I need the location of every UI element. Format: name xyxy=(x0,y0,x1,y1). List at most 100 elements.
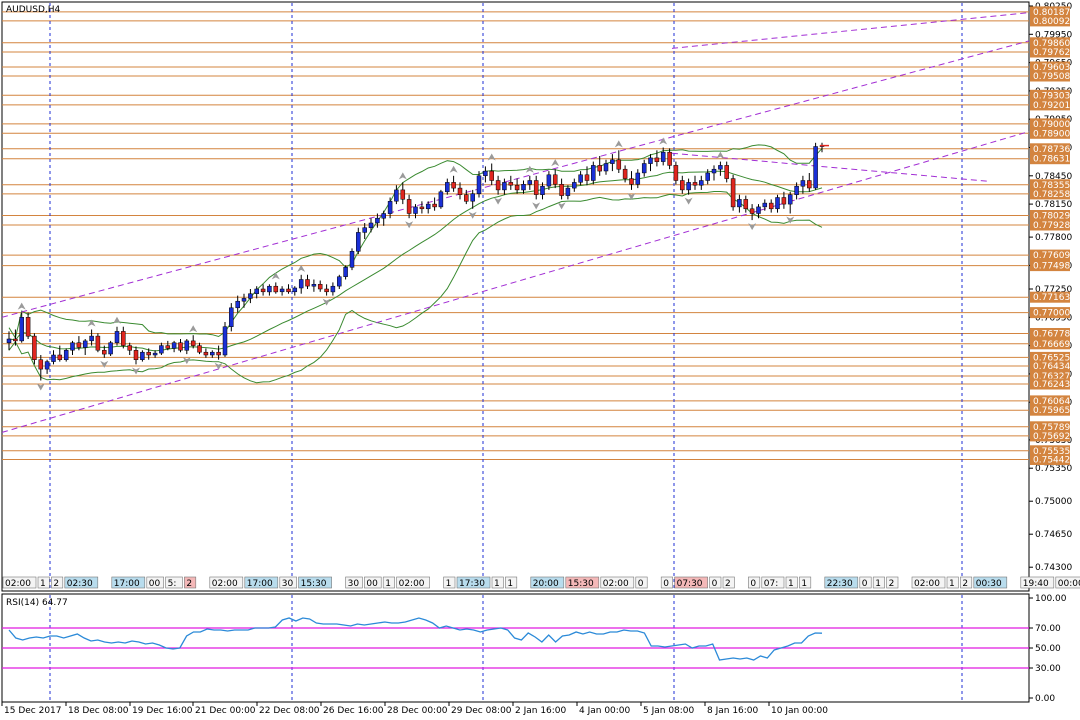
time-tick-label: 15 Dec 2017 xyxy=(4,706,62,716)
price-level-badge xyxy=(1030,118,1070,130)
candle-body xyxy=(241,298,247,302)
price-tick-label: 0.77800 xyxy=(1035,233,1072,243)
rsi-tick-label: 50.00 xyxy=(1035,644,1061,654)
event-tag xyxy=(946,576,959,589)
price-level-badge xyxy=(1030,6,1070,18)
price-level-label: 0.79000 xyxy=(1033,120,1070,130)
candle-body xyxy=(572,182,577,189)
candle-body xyxy=(591,165,596,181)
candle-body xyxy=(102,350,107,355)
price-level-label: 0.78029 xyxy=(1033,212,1070,222)
event-tag-label: 1 xyxy=(40,579,46,589)
event-tag-label: 1 xyxy=(949,579,955,589)
candle-body xyxy=(438,191,444,208)
event-tag-label: 19:40 xyxy=(1023,579,1049,589)
fractal-up-marker xyxy=(87,319,96,327)
candle-body xyxy=(794,185,799,195)
price-level-badge xyxy=(1030,99,1070,111)
candle-body xyxy=(171,342,177,349)
candle-body xyxy=(190,340,196,346)
price-level-label: 0.76243 xyxy=(1033,380,1070,390)
event-tag-label: 2 xyxy=(889,579,895,589)
candle-body xyxy=(489,170,494,181)
fractal-down-marker xyxy=(132,367,141,375)
fractal-up-marker xyxy=(112,316,121,324)
candle-body xyxy=(82,340,88,348)
event-tag xyxy=(674,576,708,589)
event-tag-label: 00:00 xyxy=(1058,579,1080,589)
candle-body xyxy=(273,285,279,293)
candle-body xyxy=(400,189,406,200)
event-tag xyxy=(396,576,430,589)
event-tag xyxy=(111,576,146,589)
fractal-up-marker xyxy=(716,151,725,159)
event-tag xyxy=(872,576,885,589)
price-level-badge xyxy=(1030,70,1070,82)
fractal-up-marker xyxy=(487,153,496,161)
candle-body xyxy=(197,345,202,353)
price-level-label: 0.79508 xyxy=(1033,72,1070,82)
candle-body xyxy=(152,352,158,356)
candle-body xyxy=(337,276,342,287)
rsi-tick-label: 100.00 xyxy=(1035,594,1067,604)
candle-body xyxy=(705,172,710,181)
band-upper xyxy=(8,144,823,340)
candle-body xyxy=(743,199,749,210)
candle-body xyxy=(76,342,82,348)
candle-body xyxy=(476,175,482,194)
price-level-label: 0.79201 xyxy=(1033,101,1070,111)
trend-channel xyxy=(1,12,1030,433)
candle-body xyxy=(260,288,266,293)
event-tag-label: 30 xyxy=(348,579,360,589)
candle-body xyxy=(419,206,425,210)
price-level-badge xyxy=(1030,378,1070,390)
candle-body xyxy=(165,345,171,349)
candle-body xyxy=(807,180,812,189)
fractal-up-marker xyxy=(551,159,560,167)
fractal-up-marker xyxy=(659,137,668,145)
candle-body xyxy=(597,165,602,172)
event-tag-label: 2 xyxy=(186,579,192,589)
candle-body xyxy=(432,203,437,208)
time-tick-label: 8 Jan 16:00 xyxy=(707,706,759,716)
fractal-up-marker xyxy=(271,272,280,280)
price-level-badge xyxy=(1030,61,1070,73)
event-tag-label: 00:30 xyxy=(976,579,1002,589)
candle-body xyxy=(38,359,44,370)
event-tag-label: 0 xyxy=(750,579,756,589)
event-tag-label: 2 xyxy=(725,579,731,589)
candle-body xyxy=(787,194,793,205)
event-tag xyxy=(364,576,382,589)
candle-body xyxy=(210,351,215,356)
price-level-label: 0.80187 xyxy=(1033,8,1070,18)
candle-body xyxy=(387,201,393,214)
candle-body xyxy=(311,284,317,287)
candle-body xyxy=(483,170,488,177)
candle-body xyxy=(13,338,18,342)
event-tag xyxy=(565,576,600,589)
candle-body xyxy=(775,197,780,210)
candle-body xyxy=(57,354,63,360)
event-tag-label: 02:00 xyxy=(5,579,31,589)
candle-body xyxy=(292,287,298,293)
price-level-label: 0.79303 xyxy=(1033,91,1070,101)
fractal-down-marker xyxy=(468,211,477,219)
price-level-label: 0.75965 xyxy=(1033,406,1070,416)
fractal-up-marker xyxy=(297,264,306,272)
event-tag-label: 15:30 xyxy=(568,579,594,589)
event-tag-label: 02:00 xyxy=(399,579,425,589)
event-tag-label: 5: xyxy=(168,579,177,589)
band-lower xyxy=(8,191,823,384)
fractal-up-marker xyxy=(525,165,534,173)
event-tag xyxy=(824,576,859,589)
candle-body xyxy=(711,168,717,174)
candle-body xyxy=(140,351,145,360)
candle-body xyxy=(629,178,634,185)
candle-body xyxy=(267,285,272,293)
event-tag-label: 02:00 xyxy=(212,579,238,589)
price-level-badge xyxy=(1030,430,1070,442)
candle-body xyxy=(718,165,723,170)
event-tag-label: 15:30 xyxy=(301,579,327,589)
candle-body xyxy=(32,335,37,360)
price-level-badge xyxy=(1030,307,1070,319)
